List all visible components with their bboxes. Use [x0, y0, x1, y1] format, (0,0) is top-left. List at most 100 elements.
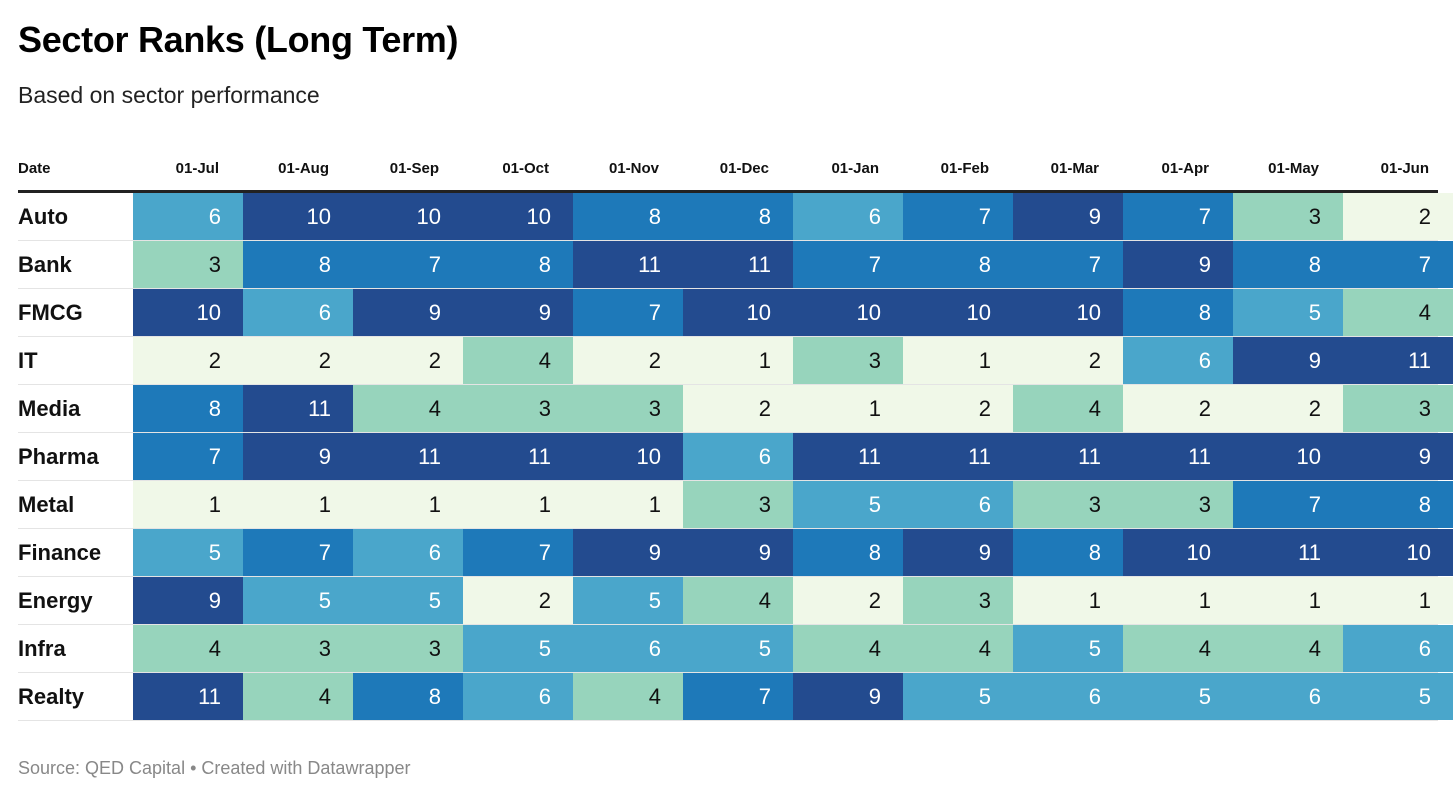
heatmap-cell: 2 — [573, 337, 683, 384]
chart-title: Sector Ranks (Long Term) — [18, 19, 459, 60]
heatmap-cell: 11 — [463, 433, 573, 480]
heatmap-cell: 7 — [903, 193, 1013, 240]
heatmap-cell: 2 — [1343, 193, 1453, 240]
heatmap-cell: 3 — [1233, 193, 1343, 240]
heatmap-cell: 7 — [1013, 241, 1123, 288]
heatmap-cell: 7 — [353, 241, 463, 288]
heatmap-cell: 10 — [1343, 529, 1453, 576]
heatmap-cell: 10 — [463, 193, 573, 240]
heatmap-cell: 4 — [1343, 289, 1453, 336]
heatmap-cell: 9 — [353, 289, 463, 336]
heatmap-cell: 8 — [683, 193, 793, 240]
heatmap-cell: 3 — [793, 337, 903, 384]
heatmap-cell: 6 — [903, 481, 1013, 528]
heatmap-cell: 1 — [1343, 577, 1453, 624]
heatmap-cell: 3 — [243, 625, 353, 672]
heatmap-cell: 5 — [903, 673, 1013, 720]
heatmap-cell: 11 — [1233, 529, 1343, 576]
sector-rank-table: Date 01-Jul 01-Aug 01-Sep 01-Oct 01-Nov 01-De… — [18, 150, 1453, 721]
heatmap-cell: 11 — [573, 241, 683, 288]
column-header: 01-Dec — [719, 160, 769, 177]
heatmap-cell: 2 — [243, 337, 353, 384]
heatmap-cell: 11 — [903, 433, 1013, 480]
heatmap-cell: 4 — [1233, 625, 1343, 672]
heatmap-cell: 8 — [133, 385, 243, 432]
heatmap-cell: 11 — [353, 433, 463, 480]
table-body: Auto 6 10 10 10 8 8 6 7 9 7 3 2 Bank 3 8 7 8 11 11 7 8 7 9 8 7 FMC… — [18, 193, 1453, 721]
heatmap-cell: 2 — [793, 577, 903, 624]
table-row: Bank 3 8 7 8 11 11 7 8 7 9 8 7 — [18, 241, 1453, 289]
heatmap-cell: 6 — [1123, 337, 1233, 384]
date-column-header: Date — [18, 160, 51, 177]
heatmap-cell: 6 — [683, 433, 793, 480]
heatmap-cell: 7 — [243, 529, 353, 576]
heatmap-cell: 2 — [683, 385, 793, 432]
heatmap-cell: 8 — [1123, 289, 1233, 336]
heatmap-cell: 5 — [1123, 673, 1233, 720]
heatmap-cell: 10 — [353, 193, 463, 240]
column-header: 01-Feb — [940, 160, 989, 177]
column-header: 01-Oct — [502, 160, 549, 177]
heatmap-cell: 3 — [903, 577, 1013, 624]
heatmap-cell: 6 — [1343, 625, 1453, 672]
heatmap-cell: 9 — [1233, 337, 1343, 384]
table-row: Energy 9 5 5 2 5 4 2 3 1 1 1 1 — [18, 577, 1453, 625]
heatmap-cell: 11 — [1343, 337, 1453, 384]
heatmap-cell: 8 — [353, 673, 463, 720]
heatmap-cell: 11 — [683, 241, 793, 288]
heatmap-cell: 7 — [573, 289, 683, 336]
heatmap-cell: 6 — [353, 529, 463, 576]
column-header: 01-Jan — [831, 160, 879, 177]
heatmap-cell: 8 — [243, 241, 353, 288]
row-label: Energy — [18, 588, 93, 613]
heatmap-cell: 11 — [793, 433, 903, 480]
heatmap-cell: 6 — [1013, 673, 1123, 720]
table-header: Date 01-Jul 01-Aug 01-Sep 01-Oct 01-Nov 01-De… — [18, 150, 1438, 193]
heatmap-cell: 1 — [683, 337, 793, 384]
heatmap-cell: 5 — [463, 625, 573, 672]
heatmap-cell: 5 — [1343, 673, 1453, 720]
heatmap-cell: 1 — [133, 481, 243, 528]
row-label: IT — [18, 348, 38, 373]
heatmap-cell: 3 — [1013, 481, 1123, 528]
heatmap-cell: 10 — [683, 289, 793, 336]
heatmap-cell: 4 — [573, 673, 683, 720]
heatmap-cell: 9 — [1013, 193, 1123, 240]
row-label: FMCG — [18, 300, 83, 325]
heatmap-cell: 1 — [243, 481, 353, 528]
heatmap-cell: 8 — [793, 529, 903, 576]
heatmap-cell: 1 — [1013, 577, 1123, 624]
row-label: Metal — [18, 492, 75, 517]
heatmap-cell: 2 — [463, 577, 573, 624]
column-header: 01-Jun — [1380, 160, 1429, 177]
heatmap-cell: 3 — [133, 241, 243, 288]
heatmap-cell: 3 — [1343, 385, 1453, 432]
heatmap-cell: 8 — [1343, 481, 1453, 528]
heatmap-cell: 9 — [793, 673, 903, 720]
heatmap-cell: 5 — [683, 625, 793, 672]
heatmap-cell: 10 — [1013, 289, 1123, 336]
table-row: Finance 5 7 6 7 9 9 8 9 8 10 11 10 — [18, 529, 1453, 577]
heatmap-cell: 3 — [1123, 481, 1233, 528]
column-header: 01-Mar — [1050, 160, 1099, 177]
heatmap-cell: 4 — [793, 625, 903, 672]
heatmap-cell: 10 — [1233, 433, 1343, 480]
heatmap-cell: 11 — [1013, 433, 1123, 480]
heatmap-cell: 9 — [573, 529, 683, 576]
heatmap-cell: 3 — [683, 481, 793, 528]
heatmap-cell: 1 — [353, 481, 463, 528]
heatmap-cell: 6 — [463, 673, 573, 720]
heatmap-cell: 7 — [1343, 241, 1453, 288]
heatmap-cell: 11 — [1123, 433, 1233, 480]
row-label: Bank — [18, 252, 72, 277]
table-row: Pharma 7 9 11 11 10 6 11 11 11 11 10 9 — [18, 433, 1453, 481]
heatmap-cell: 10 — [793, 289, 903, 336]
heatmap-cell: 5 — [243, 577, 353, 624]
heatmap-cell: 7 — [133, 433, 243, 480]
row-label: Realty — [18, 684, 85, 709]
heatmap-cell: 5 — [133, 529, 243, 576]
heatmap-cell: 4 — [683, 577, 793, 624]
heatmap-cell: 3 — [353, 625, 463, 672]
heatmap-cell: 4 — [903, 625, 1013, 672]
heatmap-cell: 10 — [1123, 529, 1233, 576]
